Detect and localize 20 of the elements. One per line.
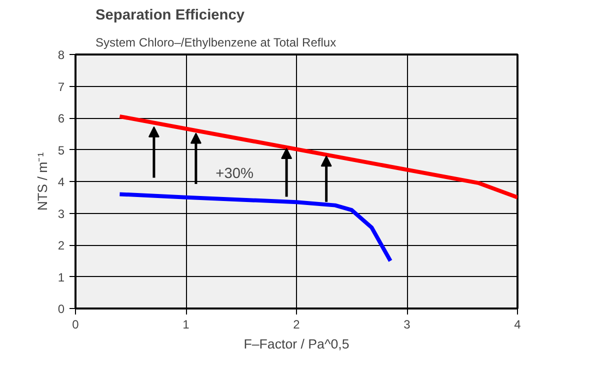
x-tick-label: 0: [72, 318, 80, 332]
y-axis-title: NTS / m⁻¹: [34, 152, 50, 211]
chart-subtitle: System Chloro–/Ethylbenzene at Total Reflux: [96, 36, 336, 50]
y-tick-label: 1: [58, 270, 65, 284]
y-tick-label: 6: [58, 112, 65, 126]
annotation: +30%: [216, 166, 254, 182]
y-tick-label: 5: [58, 143, 65, 158]
x-tick-label: 1: [182, 318, 190, 332]
line-series: [118, 192, 392, 263]
y-tick-label: 3: [58, 206, 65, 221]
x-tick-label: 2: [293, 318, 300, 332]
chart-title: Separation Efficiency: [96, 8, 246, 24]
y-tick-label: 4: [58, 175, 65, 189]
y-tick-label: 8: [58, 48, 65, 62]
y-tick-label: 7: [58, 80, 65, 94]
y-tick-label: 0: [58, 302, 65, 316]
x-tick-label: 4: [514, 318, 522, 332]
y-tick-label: 2: [58, 238, 65, 252]
x-axis-title: F–Factor / Pa^0,5: [244, 336, 350, 352]
x-tick-label: 3: [404, 318, 411, 332]
